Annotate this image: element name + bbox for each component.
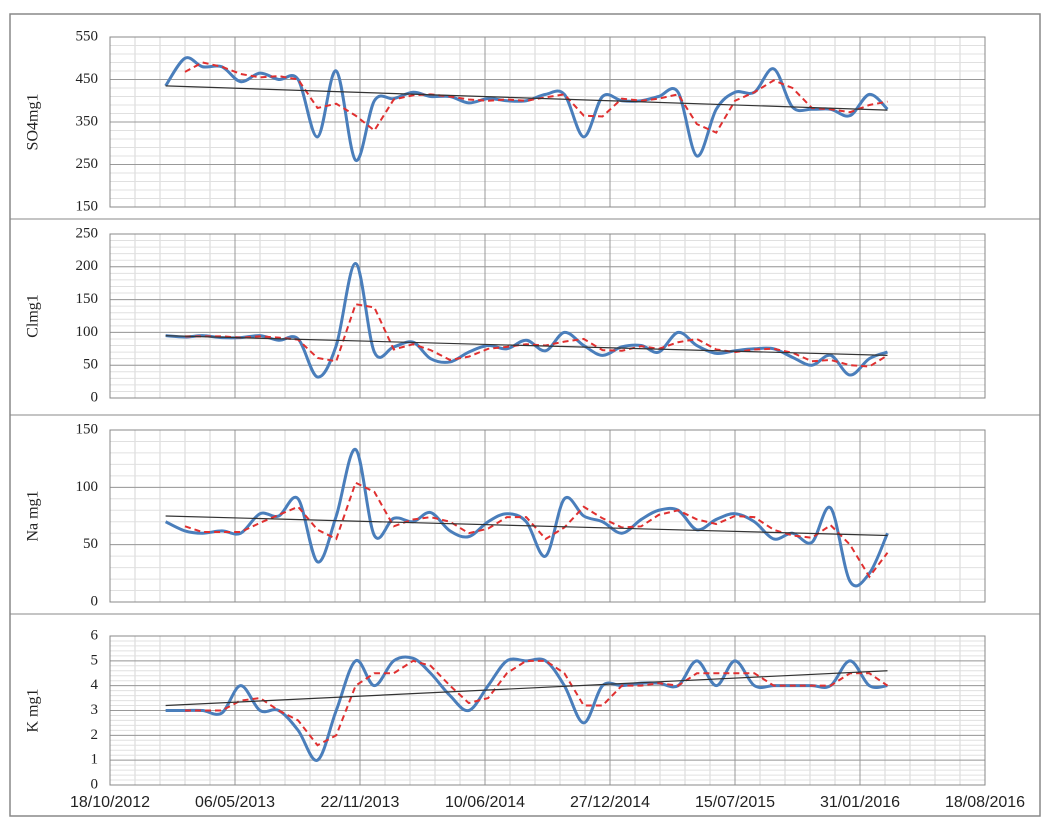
y-tick-label: 3 xyxy=(91,702,99,718)
x-tick-label: 18/10/2012 xyxy=(70,794,150,811)
y-tick-label: 250 xyxy=(76,225,99,241)
moving-average-line xyxy=(184,481,889,579)
y-tick-label: 2 xyxy=(91,727,99,743)
moving-average-line xyxy=(185,303,889,368)
y-tick-label: 450 xyxy=(76,71,99,87)
y-axis-label: K mg1 xyxy=(25,689,42,733)
y-axis-label: SO4mg1 xyxy=(25,94,42,151)
plot-border xyxy=(109,233,986,399)
moving-average-line xyxy=(185,659,889,747)
measured-line xyxy=(165,655,888,762)
trend-line xyxy=(165,515,888,537)
y-tick-label: 150 xyxy=(76,291,99,307)
y-tick-label: 0 xyxy=(91,593,99,609)
y-axis-label: Na mg1 xyxy=(25,490,42,541)
y-tick-label: 100 xyxy=(76,324,99,340)
y-tick-label: 100 xyxy=(76,479,99,495)
plot-border xyxy=(109,635,986,786)
trend-line xyxy=(165,335,888,356)
y-tick-label: 0 xyxy=(91,776,99,792)
x-tick-label: 31/01/2016 xyxy=(820,794,900,811)
y-tick-label: 50 xyxy=(83,357,98,373)
y-tick-label: 150 xyxy=(76,421,99,437)
trend-line xyxy=(165,670,888,707)
y-axis-label: Clmg1 xyxy=(25,294,42,338)
y-tick-label: 0 xyxy=(91,389,99,405)
y-tick-label: 5 xyxy=(91,652,99,668)
x-tick-label: 27/12/2014 xyxy=(570,794,650,811)
x-tick-label: 22/11/2013 xyxy=(321,794,400,811)
moving-average-line xyxy=(184,61,888,134)
trend-line xyxy=(165,85,888,111)
y-tick-label: 6 xyxy=(91,627,99,643)
x-tick-label: 15/07/2015 xyxy=(695,794,775,811)
measured-line xyxy=(165,262,889,379)
y-tick-label: 4 xyxy=(91,677,99,693)
plot-border xyxy=(109,36,986,208)
y-tick-label: 150 xyxy=(76,198,99,214)
y-tick-label: 550 xyxy=(76,28,99,44)
plot-border xyxy=(109,429,986,603)
y-tick-label: 250 xyxy=(76,156,99,172)
x-tick-label: 18/08/2016 xyxy=(945,794,1025,811)
y-tick-label: 200 xyxy=(76,258,99,274)
y-tick-label: 1 xyxy=(91,752,99,768)
measured-line xyxy=(164,447,889,588)
y-tick-label: 50 xyxy=(83,536,98,552)
x-tick-label: 06/05/2013 xyxy=(195,794,275,811)
measured-line xyxy=(164,56,889,162)
y-tick-label: 350 xyxy=(76,113,99,129)
x-tick-label: 10/06/2014 xyxy=(445,794,525,811)
